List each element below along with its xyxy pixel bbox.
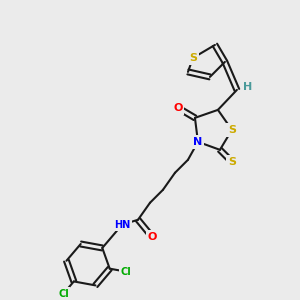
Text: S: S <box>189 53 197 63</box>
Text: H: H <box>243 82 253 92</box>
Text: Cl: Cl <box>58 289 69 298</box>
Text: S: S <box>228 125 236 135</box>
Text: O: O <box>147 232 157 242</box>
Text: S: S <box>228 157 236 167</box>
Text: O: O <box>173 103 183 113</box>
Text: HN: HN <box>114 220 130 230</box>
Text: N: N <box>193 137 203 147</box>
Text: Cl: Cl <box>120 266 131 277</box>
